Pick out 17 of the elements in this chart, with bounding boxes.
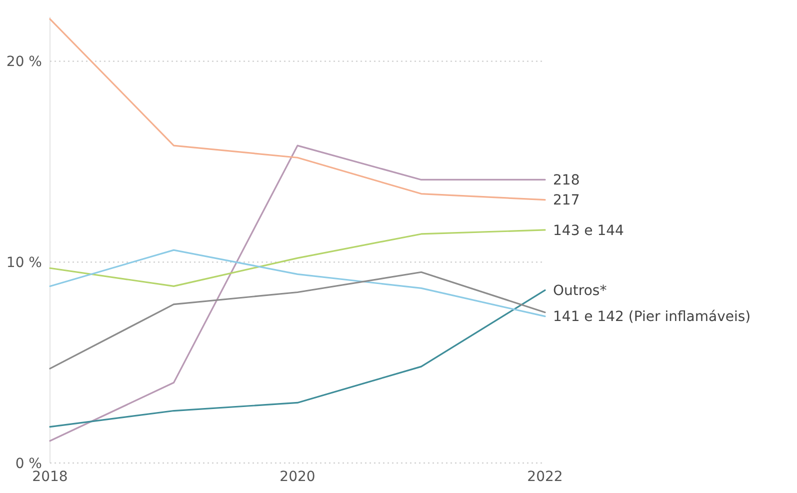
line-series bbox=[49, 271, 546, 370]
series-label: 218 bbox=[553, 172, 580, 189]
line-series bbox=[49, 18, 546, 201]
y-tick-label: 0 % bbox=[15, 456, 42, 472]
x-tick-label: 2022 bbox=[527, 469, 563, 485]
y-tick-label: 20 % bbox=[6, 54, 42, 70]
line-series bbox=[49, 289, 546, 428]
y-tick-label: 10 % bbox=[6, 255, 42, 271]
line-series bbox=[49, 249, 546, 318]
series-label: Outros* bbox=[553, 283, 607, 300]
line-series bbox=[49, 229, 546, 288]
series-label: 143 e 144 bbox=[553, 222, 624, 239]
line-series bbox=[49, 144, 546, 442]
series-label: 217 bbox=[553, 192, 580, 209]
series-label: 141 e 142 (Pier inflamáveis) bbox=[553, 309, 751, 326]
x-tick-label: 2018 bbox=[32, 469, 68, 485]
x-tick-label: 2020 bbox=[280, 469, 316, 485]
